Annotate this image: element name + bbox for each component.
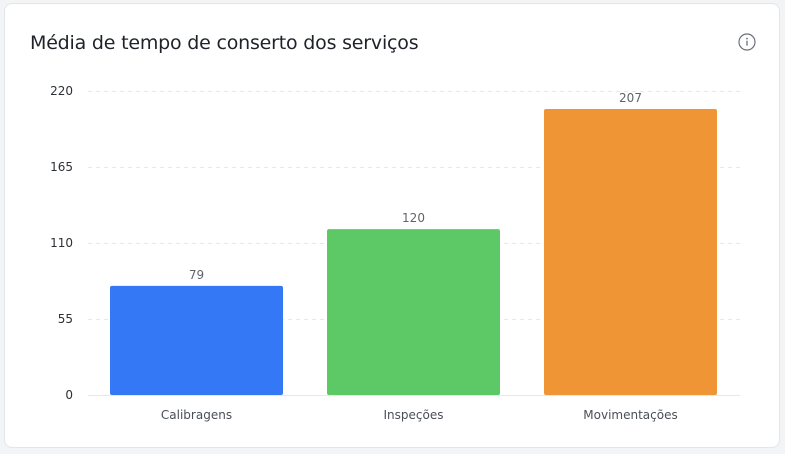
data-label: 120 <box>402 211 425 225</box>
y-tick-label: 165 <box>50 160 73 174</box>
x-tick-label: Calibragens <box>161 408 232 422</box>
data-label: 79 <box>189 268 204 282</box>
bar-inspeções <box>327 229 500 395</box>
data-label: 207 <box>619 91 642 105</box>
chart-title: Média de tempo de conserto dos serviços <box>30 32 419 54</box>
info-icon[interactable] <box>738 33 756 51</box>
y-tick-label: 0 <box>65 388 73 402</box>
x-tick-label: Inspeções <box>384 408 444 422</box>
y-tick-label: 110 <box>50 236 73 250</box>
bar-calibragens <box>110 285 283 395</box>
y-tick-label: 55 <box>58 312 73 326</box>
bar-movimentações <box>544 108 717 396</box>
y-tick-label: 220 <box>50 84 73 98</box>
x-tick-label: Movimentações <box>583 408 677 422</box>
